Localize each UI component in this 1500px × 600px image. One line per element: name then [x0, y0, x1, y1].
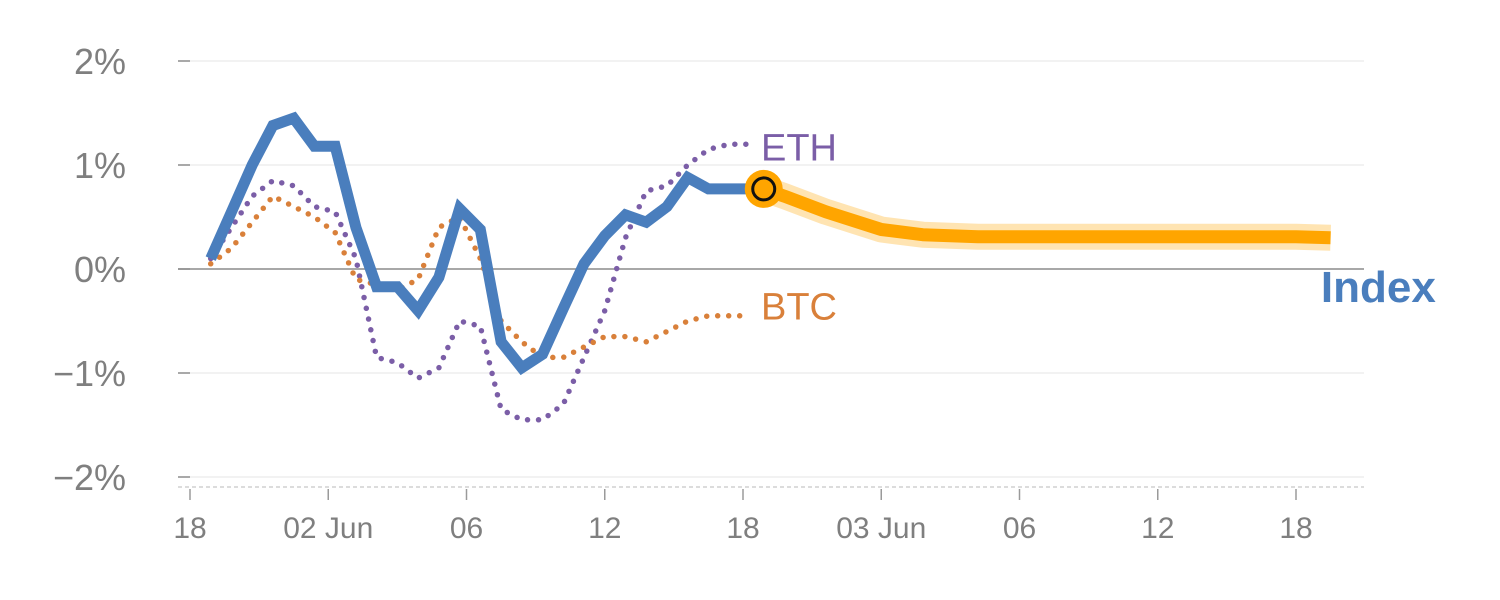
y-tick-label: −1% — [53, 353, 126, 394]
x-tick-label: 18 — [1279, 512, 1312, 545]
index-series-line — [205, 111, 750, 376]
x-axis: 18 02 Jun 06 12 18 03 Jun 06 12 18 — [173, 486, 1364, 545]
eth-label: ETH — [761, 127, 837, 169]
series-layer — [205, 111, 753, 423]
y-tick-label: −2% — [53, 457, 126, 498]
x-tick-label: 03 Jun — [836, 512, 926, 545]
current-value-marker — [751, 176, 777, 202]
index-label: Index — [1321, 263, 1436, 312]
y-tick-label: 0% — [74, 249, 126, 290]
eth-series-line — [207, 141, 753, 423]
gridlines — [178, 60, 1364, 478]
x-tick-label: 12 — [1141, 512, 1174, 545]
btc-label: BTC — [761, 286, 837, 328]
y-tick-label: 2% — [74, 41, 126, 82]
x-tick-label: 06 — [1003, 512, 1036, 545]
y-axis: 2% 1% 0% −1% −2% — [53, 41, 190, 498]
x-tick-label: 18 — [173, 512, 206, 545]
projection-line — [761, 182, 1331, 245]
x-tick-label: 06 — [450, 512, 483, 545]
x-tick-label: 12 — [588, 512, 621, 545]
x-tick-label: 02 Jun — [283, 512, 373, 545]
y-tick-label: 1% — [74, 145, 126, 186]
x-tick-label: 18 — [726, 512, 759, 545]
projection-layer — [744, 169, 1331, 251]
series-labels: ETH BTC Index — [761, 127, 1436, 328]
